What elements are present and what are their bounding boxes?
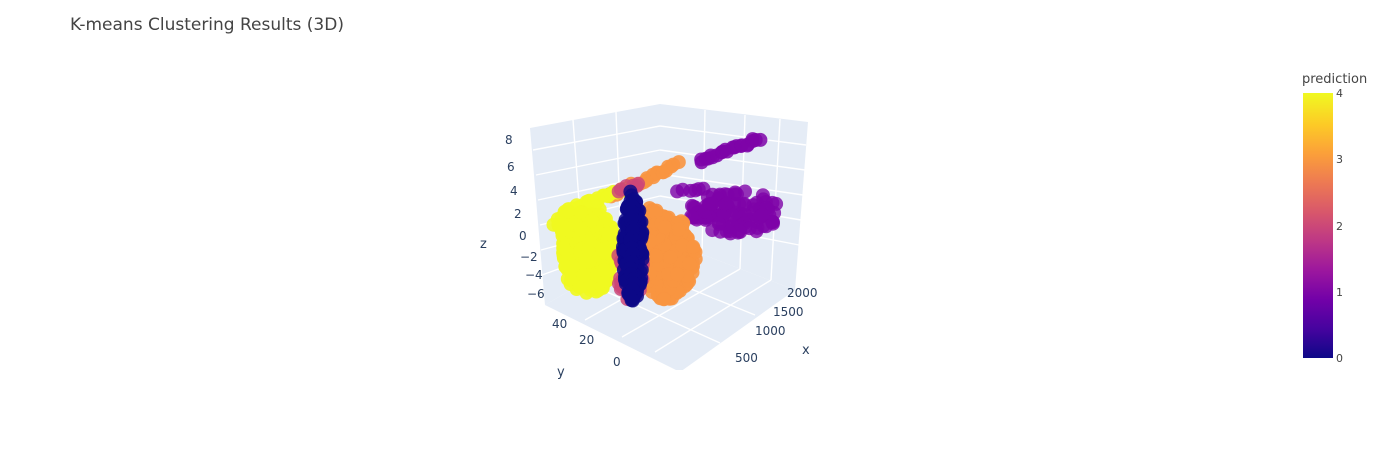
scatter-points xyxy=(546,132,784,308)
data-point xyxy=(648,205,663,220)
colorbar-tick: 0 xyxy=(1336,352,1343,365)
data-point xyxy=(732,223,747,238)
data-point xyxy=(742,221,757,236)
data-point xyxy=(663,250,678,265)
x-axis-label: x xyxy=(802,343,810,358)
z-axis-label: z xyxy=(480,237,487,252)
data-point xyxy=(705,196,719,211)
data-point xyxy=(686,239,701,254)
z-tick: 8 xyxy=(505,133,513,147)
data-point xyxy=(578,253,593,267)
data-point xyxy=(719,196,734,211)
colorbar-gradient xyxy=(1303,93,1333,358)
chart-title: K-means Clustering Results (3D) xyxy=(70,15,344,35)
z-tick: −2 xyxy=(520,250,538,264)
data-point xyxy=(582,279,597,294)
data-point xyxy=(599,273,614,288)
data-point xyxy=(670,267,685,282)
scene-3d[interactable] xyxy=(530,104,808,372)
z-tick: 6 xyxy=(507,160,515,174)
data-point xyxy=(682,256,697,271)
x-tick: 1500 xyxy=(773,305,804,319)
data-point xyxy=(597,263,612,277)
x-tick: 2000 xyxy=(787,286,818,300)
data-point xyxy=(671,155,686,170)
colorbar-tick: 2 xyxy=(1336,220,1343,233)
data-point xyxy=(576,268,591,283)
data-point xyxy=(556,241,571,256)
data-point xyxy=(584,214,599,228)
data-point xyxy=(558,259,573,274)
data-point xyxy=(656,292,671,307)
data-point xyxy=(560,272,575,286)
data-point xyxy=(625,293,640,308)
data-point xyxy=(737,196,752,211)
y-tick: 0 xyxy=(613,355,621,369)
colorbar-tick: 3 xyxy=(1336,153,1343,166)
y-tick: 40 xyxy=(552,317,567,331)
data-point xyxy=(711,216,726,231)
z-tick: 4 xyxy=(510,184,518,198)
data-point xyxy=(696,181,711,196)
colorbar-tick: 1 xyxy=(1336,286,1343,299)
data-point xyxy=(753,132,768,147)
x-tick: 1000 xyxy=(755,324,786,338)
colorbar: prediction 4 3 2 1 0 xyxy=(1302,72,1367,365)
z-tick: 0 xyxy=(519,229,527,243)
data-point xyxy=(725,208,740,222)
data-point xyxy=(671,222,686,237)
z-axis: 8 6 4 2 0 −2 −4 −6 z xyxy=(480,133,545,301)
data-point xyxy=(601,226,616,241)
colorbar-tick: 4 xyxy=(1336,87,1343,100)
data-point xyxy=(675,238,690,253)
data-point xyxy=(573,222,588,237)
data-point xyxy=(649,249,663,263)
z-tick: −6 xyxy=(527,287,545,301)
y-tick: 20 xyxy=(579,333,594,347)
data-point xyxy=(562,204,577,219)
x-tick: 500 xyxy=(735,351,758,365)
data-point xyxy=(553,219,568,234)
y-axis-label: y xyxy=(557,365,565,380)
colorbar-title: prediction xyxy=(1302,72,1367,87)
z-tick: −4 xyxy=(525,268,543,282)
data-point xyxy=(728,185,743,200)
x-axis: 2000 1500 1000 500 x xyxy=(735,286,818,365)
z-tick: 2 xyxy=(514,207,522,221)
data-point xyxy=(755,208,770,222)
data-point xyxy=(657,220,672,235)
y-axis: 40 20 0 y xyxy=(552,317,621,380)
data-point xyxy=(685,198,699,213)
